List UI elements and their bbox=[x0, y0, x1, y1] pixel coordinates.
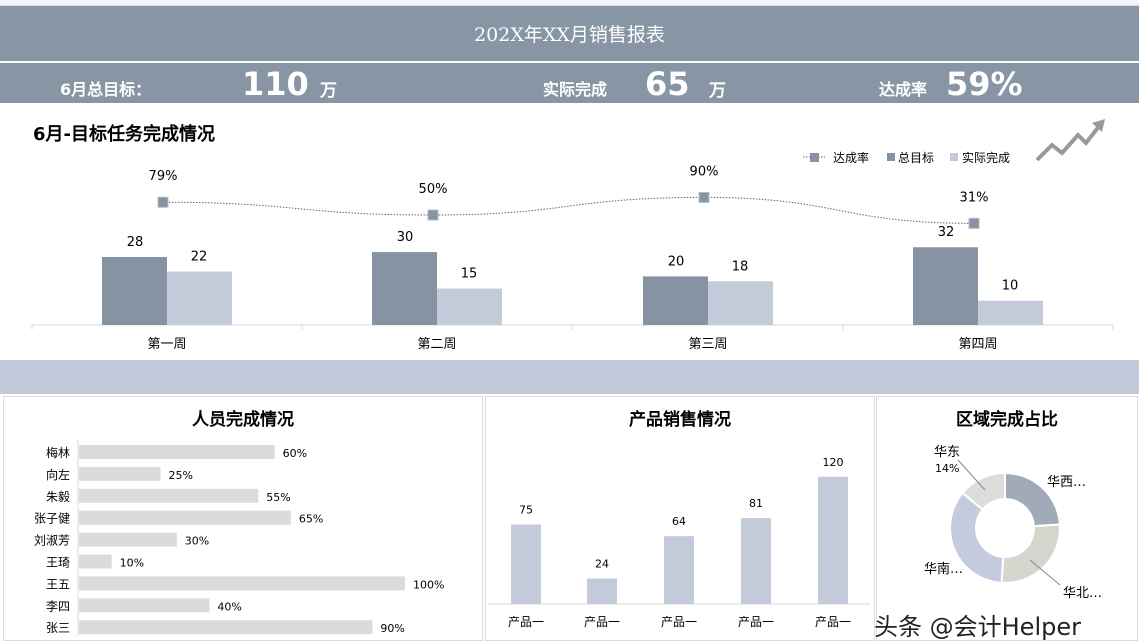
watermark: 头条 @会计Helper bbox=[874, 613, 1081, 641]
category-label: 第三周 bbox=[688, 337, 727, 352]
legend-rate: 达成率 bbox=[833, 150, 869, 165]
target-unit: 万 bbox=[320, 81, 337, 101]
legend-target-swatch bbox=[887, 153, 895, 161]
actual-bar bbox=[978, 300, 1043, 325]
people-panel: 人员完成情况 bbox=[3, 396, 483, 641]
main-chart-title: 6月-目标任务完成情况 bbox=[33, 124, 215, 145]
product-panel: 产品销售情况 bbox=[485, 396, 875, 641]
target-bar bbox=[102, 256, 167, 325]
region-panel: 区域完成占比 bbox=[876, 396, 1138, 641]
legend-actual-swatch bbox=[950, 153, 958, 161]
rate-value: 59% bbox=[946, 65, 1023, 103]
rate-line bbox=[162, 196, 975, 224]
legend-rate-marker bbox=[810, 153, 819, 162]
actual-unit: 万 bbox=[709, 81, 726, 101]
actual-value: 65 bbox=[645, 65, 690, 103]
actual-bar bbox=[167, 271, 232, 325]
actual-label: 10 bbox=[1002, 279, 1019, 294]
actual-bar bbox=[437, 288, 502, 325]
rate-label: 90% bbox=[690, 164, 719, 179]
rate-label: 31% bbox=[960, 190, 989, 205]
legend-actual: 实际完成 bbox=[962, 150, 1010, 165]
target-value: 110 bbox=[242, 65, 309, 103]
trend-arrowhead-icon bbox=[1092, 119, 1105, 132]
target-label: 28 bbox=[127, 235, 144, 250]
category-label: 第一周 bbox=[147, 337, 186, 352]
product-title: 产品销售情况 bbox=[629, 410, 731, 430]
target-bar bbox=[372, 252, 437, 325]
actual-label: 22 bbox=[191, 250, 208, 265]
legend-target: 总目标 bbox=[898, 151, 934, 165]
rate-marker bbox=[157, 196, 169, 208]
section-band bbox=[0, 360, 1139, 394]
spreadsheet-grid bbox=[0, 0, 1139, 6]
region-title: 区域完成占比 bbox=[956, 410, 1058, 430]
kpi-bar: 6月总目标： 110 万 实际完成 65 万 达成率 59% bbox=[0, 63, 1139, 103]
category-label: 第二周 bbox=[417, 337, 456, 352]
rate-marker bbox=[698, 191, 710, 203]
trend-arrow-icon bbox=[1035, 123, 1102, 162]
actual-label: 18 bbox=[732, 259, 749, 274]
target-label: 20 bbox=[668, 254, 685, 269]
actual-label: 15 bbox=[461, 267, 478, 282]
target-label: 6月总目标： bbox=[60, 80, 152, 99]
rate-marker bbox=[427, 209, 439, 221]
actual-bar bbox=[708, 281, 773, 325]
rate-marker bbox=[968, 217, 980, 229]
rate-label: 79% bbox=[149, 169, 178, 184]
actual-label: 实际完成 bbox=[543, 80, 608, 99]
rate-label: 50% bbox=[419, 182, 448, 197]
target-bar bbox=[643, 276, 708, 325]
report-title: 202X年XX月销售报表 bbox=[0, 6, 1139, 61]
weekly-chart: 28 22 第一周 30 15 第二周 20 18 第三周 32 10 第四周 79% 50% 90% 31%… bbox=[31, 119, 1114, 352]
target-bar bbox=[913, 247, 978, 325]
target-label: 30 bbox=[397, 230, 414, 245]
category-label: 第四周 bbox=[958, 337, 997, 352]
rate-label: 达成率 bbox=[879, 80, 928, 99]
people-title: 人员完成情况 bbox=[192, 410, 294, 430]
target-label: 32 bbox=[938, 225, 955, 240]
